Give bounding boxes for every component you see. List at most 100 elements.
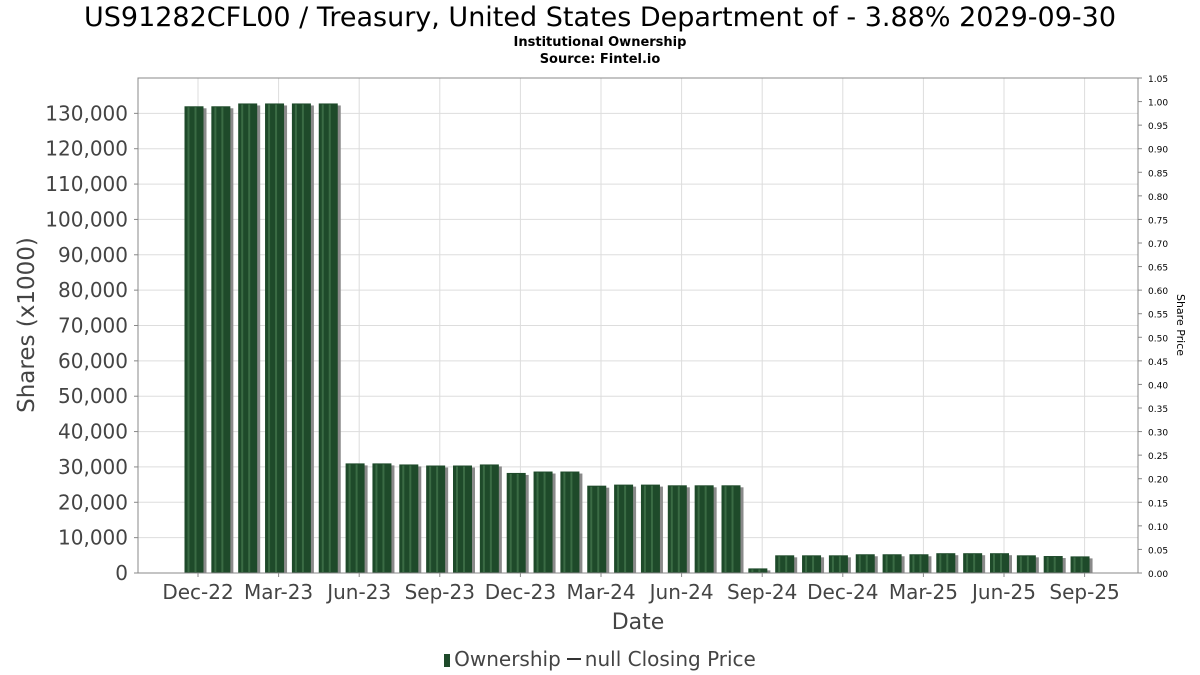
bar-body xyxy=(721,485,741,573)
bar-highlight xyxy=(563,472,566,572)
bar-highlight xyxy=(858,555,861,572)
bar-highlight xyxy=(294,104,297,572)
y2-tick-label: 0.20 xyxy=(1148,476,1168,486)
bar-highlight xyxy=(355,464,358,572)
bar-highlight xyxy=(248,104,251,572)
y2-tick-label: 0.60 xyxy=(1148,287,1168,297)
bar-body xyxy=(640,484,660,573)
x-tick-label: Dec-24 xyxy=(807,580,878,604)
bar-highlight xyxy=(838,556,841,572)
bar-highlight xyxy=(375,464,378,572)
y2-tick-label: 0.10 xyxy=(1148,523,1168,533)
y-tick-label: 110,000 xyxy=(45,172,128,196)
y-tick-label: 30,000 xyxy=(58,455,128,479)
bar-highlight xyxy=(1000,554,1002,572)
bar-highlight xyxy=(456,466,458,572)
bar-highlight xyxy=(946,554,949,572)
bar-highlight xyxy=(590,486,593,572)
bar-highlight xyxy=(597,486,600,572)
bar-body xyxy=(990,553,1009,573)
bar-highlight xyxy=(214,107,217,573)
y-tick-label: 130,000 xyxy=(45,101,128,125)
bar-body xyxy=(667,485,687,573)
bar-highlight xyxy=(785,556,788,572)
y2-tick-label: 0.65 xyxy=(1148,264,1168,274)
x-tick-label: Sep-23 xyxy=(405,580,475,604)
bar-body xyxy=(506,472,526,573)
ownership-bar xyxy=(640,484,663,573)
y-tick-label: 100,000 xyxy=(45,207,128,231)
bar-highlight xyxy=(1019,556,1022,572)
bar-highlight xyxy=(724,486,727,572)
bar-highlight xyxy=(677,486,680,572)
bar-body xyxy=(963,553,983,573)
bar-highlight xyxy=(966,554,969,572)
y2-tick-label: 1.05 xyxy=(1148,75,1168,85)
x-tick-label: Mar-23 xyxy=(244,580,313,604)
x-tick-label: Jun-24 xyxy=(648,580,714,604)
y2-tick-label: 0.40 xyxy=(1148,381,1168,391)
bar-highlight xyxy=(831,556,834,572)
ownership-bar xyxy=(238,103,261,573)
y-tick-label: 40,000 xyxy=(58,420,128,444)
bar-body xyxy=(1070,556,1090,573)
bar-body xyxy=(587,485,607,573)
bar-highlight xyxy=(731,486,734,572)
y-tick-label: 70,000 xyxy=(58,314,128,338)
ownership-bar xyxy=(721,485,744,573)
x-tick-label: Jun-25 xyxy=(970,580,1036,604)
y-tick-label: 20,000 xyxy=(58,490,128,514)
price-line-swatch-icon xyxy=(566,658,581,660)
y2-tick-label: 0.95 xyxy=(1148,122,1168,132)
ownership-bar xyxy=(479,464,502,573)
bar-highlight xyxy=(751,569,754,572)
y2-tick-label: 0.25 xyxy=(1148,452,1168,462)
y2-axis-ticks: 0.00 0.05 0.10 0.15 0.20 0.25 0.30 0.35 0.40 0.45… xyxy=(1138,75,1168,580)
bar-highlight xyxy=(543,472,546,572)
bar-body xyxy=(909,554,929,573)
bar-highlight xyxy=(429,466,432,572)
bar-highlight xyxy=(482,465,485,572)
bar-body xyxy=(614,484,634,573)
x-tick-label: Jun-23 xyxy=(325,580,391,604)
ownership-bar xyxy=(372,463,395,573)
bar-body xyxy=(479,464,499,573)
ownership-bar xyxy=(614,484,637,573)
ownership-swatch-icon xyxy=(444,654,451,667)
chart-subtitle: Institutional Ownership xyxy=(513,35,687,50)
bar-series xyxy=(184,103,1093,574)
ownership-bar xyxy=(318,103,341,573)
bar-highlight xyxy=(892,555,895,572)
ownership-bar xyxy=(265,103,288,573)
y2-tick-label: 0.55 xyxy=(1148,311,1168,321)
bar-highlight xyxy=(670,486,673,572)
bar-body xyxy=(372,463,392,573)
y2-tick-label: 0.30 xyxy=(1148,429,1168,439)
y2-tick-label: 0.00 xyxy=(1148,570,1168,580)
y2-tick-label: 0.85 xyxy=(1148,169,1168,179)
bar-highlight xyxy=(805,556,808,572)
chart-source: Source: Fintel.io xyxy=(539,52,661,67)
bar-body xyxy=(399,464,419,573)
x-tick-label: Sep-24 xyxy=(727,580,797,604)
ownership-bar xyxy=(963,553,986,573)
bar-highlight xyxy=(643,485,646,572)
ownership-bar xyxy=(345,463,368,573)
ownership-bar xyxy=(453,465,475,573)
bar-highlight xyxy=(570,472,573,572)
bar-body xyxy=(533,471,553,573)
bar-highlight xyxy=(328,104,331,572)
bar-highlight xyxy=(993,554,995,572)
bar-highlight xyxy=(348,464,351,572)
bar-highlight xyxy=(382,464,385,572)
bar-highlight xyxy=(463,466,465,572)
y-axis-ticks: 0 10,000 20,000 30,000 40,000 50,000 60,000 70,… xyxy=(45,101,138,585)
y2-tick-label: 0.75 xyxy=(1148,216,1168,226)
bar-highlight xyxy=(241,104,244,572)
y2-tick-label: 0.80 xyxy=(1148,193,1168,203)
chart-title: US91282CFL00 / Treasury, United States D… xyxy=(83,2,1117,33)
bar-highlight xyxy=(650,485,653,572)
ownership-bar xyxy=(211,106,234,574)
y2-axis-label: Share Price xyxy=(1174,294,1187,356)
